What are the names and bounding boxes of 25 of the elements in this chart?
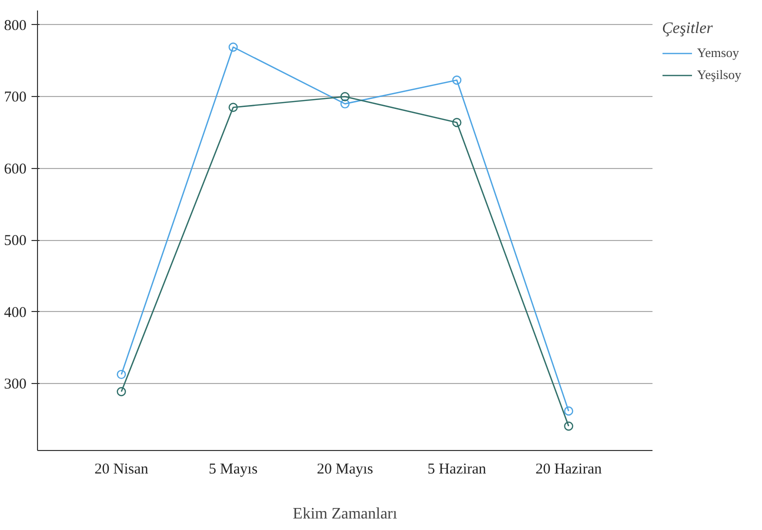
point — [228, 102, 238, 112]
point — [340, 92, 350, 102]
legend-label: Yeşilsoy — [697, 67, 742, 83]
legend-label: Yemsoy — [697, 45, 740, 61]
point — [116, 387, 126, 396]
y-tick-label: 800 — [4, 18, 26, 34]
point — [564, 422, 574, 431]
point — [340, 99, 350, 108]
point — [564, 406, 574, 416]
point — [228, 42, 238, 52]
point — [452, 76, 462, 85]
legend-title: Çeşitler — [662, 20, 714, 38]
point — [452, 118, 462, 128]
y-tick-label: 500 — [4, 233, 26, 250]
point — [116, 370, 126, 380]
x-tick-label: 20 Haziran — [536, 462, 602, 478]
y-tick-label: 700 — [4, 90, 26, 106]
y-tick-label: 300 — [4, 376, 26, 393]
x-tick-label: 5 Mayıs — [208, 462, 258, 478]
x-tick-label: 20 Mayıs — [316, 462, 374, 478]
x-axis-title: Ekim Zamanları — [292, 506, 398, 522]
y-tick-label: 400 — [4, 304, 26, 321]
x-tick-label: 20 Nisan — [94, 462, 149, 478]
y-tick-label: 600 — [4, 161, 26, 178]
x-tick-label: 5 Haziran — [427, 462, 487, 478]
